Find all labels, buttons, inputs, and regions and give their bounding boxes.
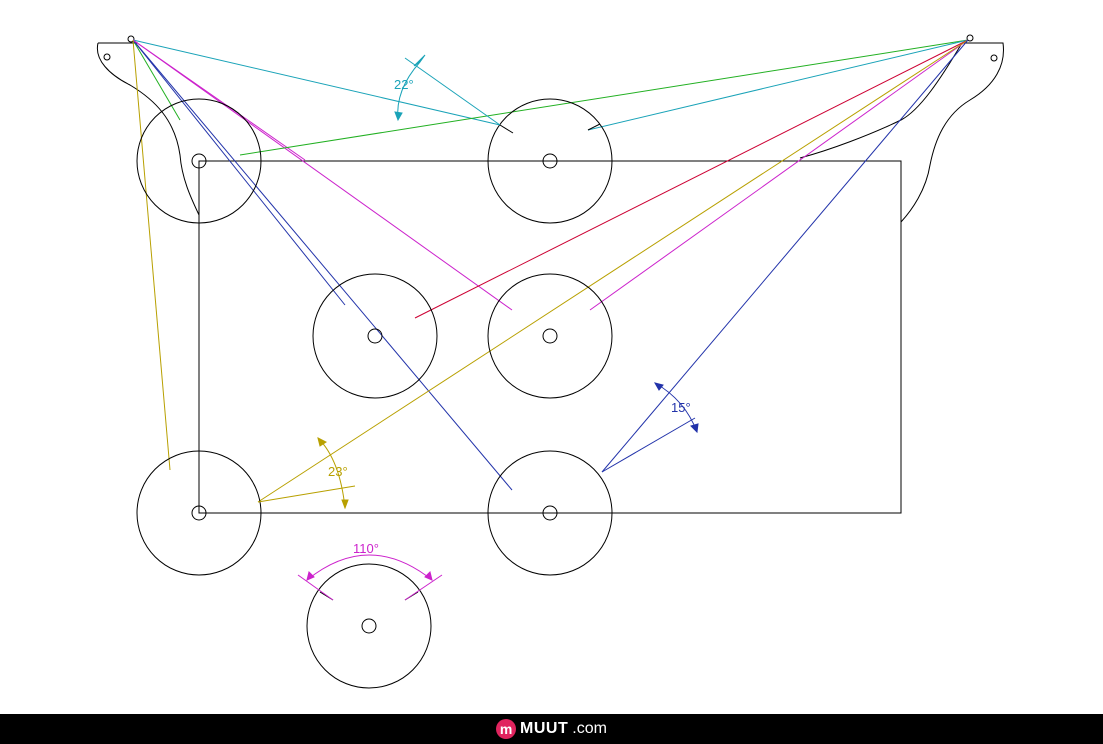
brand-icon: m: [496, 719, 517, 739]
dimension-23: [257, 437, 356, 510]
wheel-top-left: [136, 98, 262, 224]
left-pivot-lines: [132, 39, 513, 491]
right-pivot: [966, 34, 974, 42]
label-angle-22: 22°: [394, 77, 414, 92]
dimension-22: [394, 54, 501, 126]
wheel-middle-right: [487, 273, 613, 399]
wheel-top-middle: [487, 98, 613, 224]
label-angle-15: 15°: [671, 400, 691, 415]
dimension-110: [297, 554, 443, 601]
right-mount-hole: [990, 54, 998, 62]
brand-name: MUUT: [520, 720, 569, 737]
right-pivot-lines: [239, 39, 969, 503]
brand-tld: .com: [572, 720, 607, 737]
dimension-15: [601, 382, 699, 473]
label-angle-110: 110°: [353, 541, 379, 556]
wheel-bottom-right: [487, 450, 613, 576]
left-pivot: [127, 35, 135, 43]
panel-outline: [198, 160, 902, 514]
label-angle-23: 23°: [328, 464, 348, 479]
drawing-canvas: 22° 15° 23° 110°: [96, 34, 1004, 689]
brand-logo[interactable]: m MUUT .com: [496, 719, 607, 739]
wheel-detail: [306, 563, 432, 689]
right-mount-bracket: [799, 42, 1004, 223]
left-mount-hole: [103, 53, 111, 61]
wheel-middle-left: [312, 273, 438, 399]
left-mount-bracket: [96, 42, 200, 216]
wheel-bottom-left: [136, 450, 262, 576]
footer-bar: m MUUT .com: [0, 714, 1103, 744]
